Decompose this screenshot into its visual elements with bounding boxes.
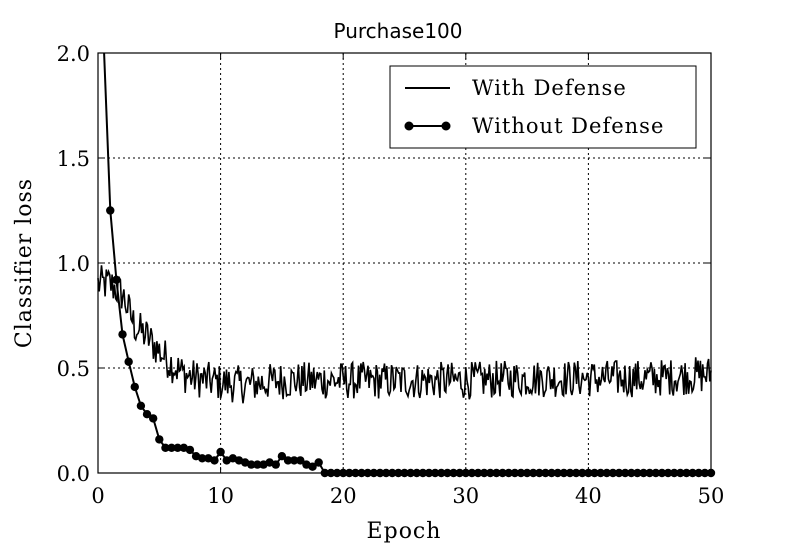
y-tick-label: 2.0 <box>57 42 90 66</box>
x-tick-label: 0 <box>91 484 104 508</box>
chart-title: Purchase100 <box>334 19 463 43</box>
legend-label-without-defense: Without Defense <box>472 114 664 138</box>
data-point-without-defense <box>161 443 170 452</box>
data-point-without-defense <box>118 330 127 339</box>
x-axis-label: Epoch <box>367 519 442 543</box>
data-point-without-defense <box>247 460 256 469</box>
data-point-without-defense <box>198 454 207 463</box>
data-point-without-defense <box>271 460 280 469</box>
legend-marker-without-defense-left <box>404 121 414 131</box>
x-tick-label: 30 <box>452 484 479 508</box>
data-point-without-defense <box>136 401 146 410</box>
data-point-without-defense <box>106 206 115 215</box>
y-tick-label: 0.5 <box>57 357 90 381</box>
data-point-without-defense <box>185 445 195 455</box>
y-axis-label: Classifier loss <box>12 178 37 348</box>
data-point-without-defense <box>112 275 121 284</box>
legend-label-with-defense: With Defense <box>472 76 627 100</box>
data-point-without-defense <box>148 414 158 423</box>
x-tick-label: 50 <box>698 484 725 508</box>
y-tick-label: 0.0 <box>57 462 90 486</box>
data-point-without-defense <box>283 456 293 465</box>
data-point-without-defense <box>296 456 305 465</box>
legend-marker-without-defense-right <box>441 121 451 131</box>
data-point-without-defense <box>216 447 225 457</box>
data-point-without-defense <box>253 460 262 469</box>
data-point-without-defense <box>155 435 164 444</box>
x-tick-label: 40 <box>575 484 602 508</box>
series-line-with-defense <box>97 265 712 404</box>
data-point-without-defense <box>124 357 133 366</box>
y-tick-label: 1.5 <box>57 147 90 171</box>
data-point-without-defense <box>289 456 299 465</box>
data-point-without-defense <box>173 443 182 452</box>
x-tick-label: 20 <box>330 484 357 508</box>
axis-ticks: 0 10 20 30 40 50 0.0 0.5 1.0 1.5 2.0 <box>57 42 725 508</box>
data-point-without-defense <box>210 456 219 465</box>
data-point-without-defense <box>142 410 152 419</box>
legend-box <box>389 65 697 149</box>
data-point-without-defense <box>167 443 176 452</box>
data-point-without-defense <box>308 462 317 471</box>
data-point-without-defense <box>314 458 323 467</box>
data-point-without-defense <box>277 452 287 461</box>
legend: With Defense Without Defense <box>389 65 697 149</box>
x-tick-label: 10 <box>207 484 234 508</box>
y-tick-label: 1.0 <box>57 252 90 276</box>
data-point-without-defense <box>130 382 139 392</box>
